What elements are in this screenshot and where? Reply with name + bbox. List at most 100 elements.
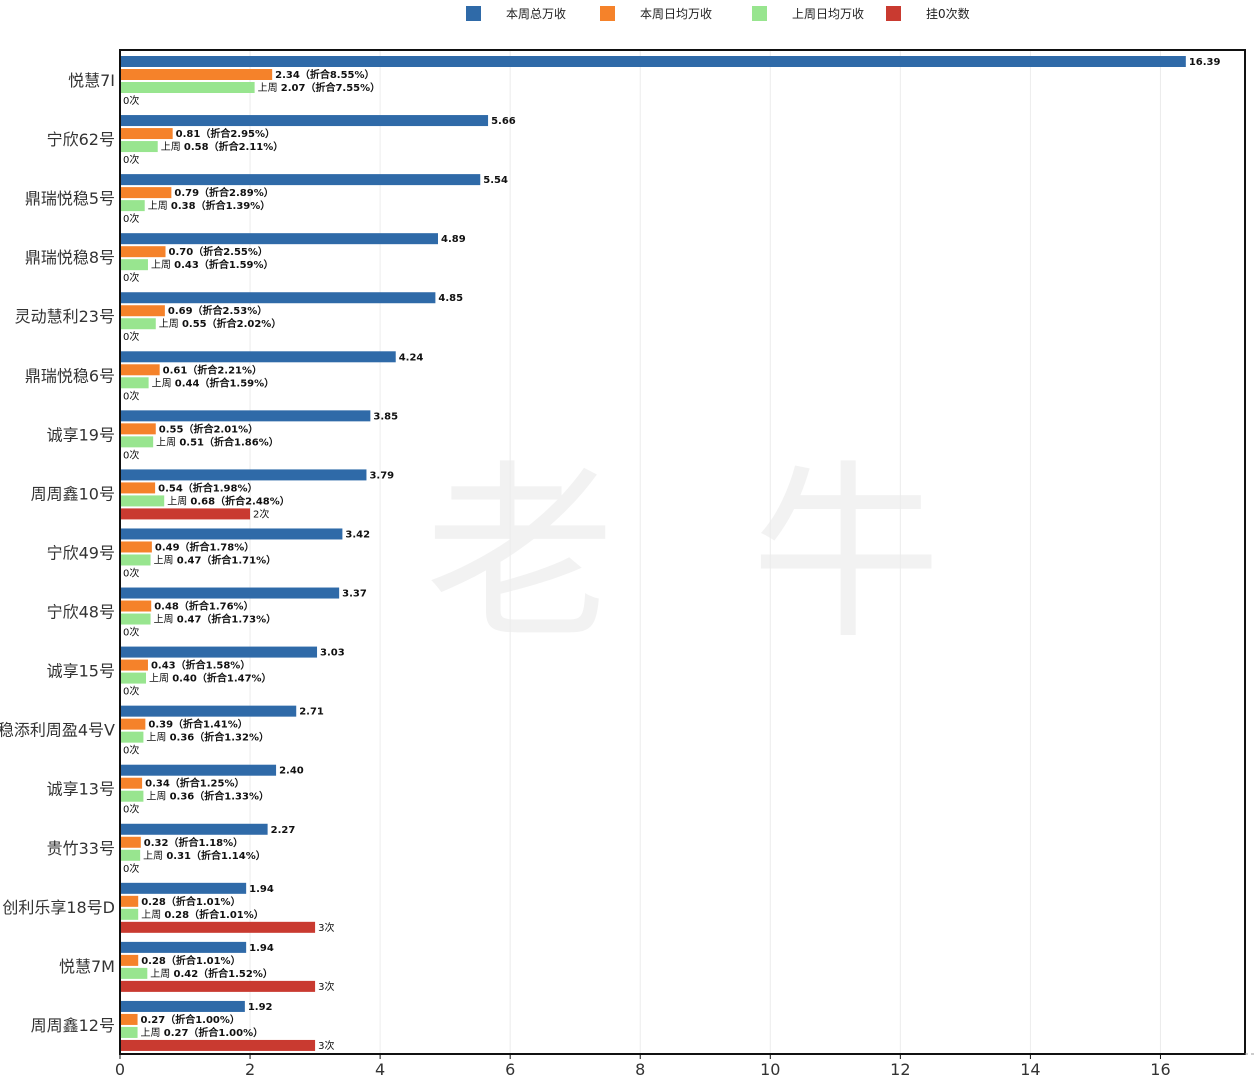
bar-zero-count [120,1039,316,1051]
label-last-week-value: 0.27（折合1.00%） [164,1026,263,1039]
label-last-week: 上周 0.42（折合1.52%） [150,967,273,980]
label-last-week-value: 0.68（折合2.48%） [190,494,289,507]
category-label: 鼎瑞悦稳8号 [25,248,115,267]
label-last-week-prefix: 上周 [156,436,179,448]
label-last-week-prefix: 上周 [161,141,184,153]
legend-item: 本周总万收 [466,6,566,21]
bar-zero-count [120,980,316,992]
label-daily: 0.48（折合1.76%） [154,600,253,613]
label-last-week-value: 0.36（折合1.33%） [170,790,269,803]
bar-last-week [120,790,144,802]
bar-daily [120,541,152,553]
legend-swatch [886,6,901,21]
label-last-week-prefix: 上周 [146,732,169,744]
label-last-week-value: 0.40（折合1.47%） [172,672,271,685]
bar-last-week [120,200,145,212]
label-last-week: 上周 0.40（折合1.47%） [149,672,272,685]
label-last-week: 上周 2.07（折合7.55%） [258,81,381,94]
label-last-week: 上周 0.31（折合1.14%） [143,849,266,862]
label-zero-count: 0次 [123,271,139,284]
legend-swatch [600,6,615,21]
legend-item: 上周日均万收 [752,6,864,21]
bar-total [120,292,436,304]
bar-total [120,528,343,540]
label-last-week-prefix: 上周 [143,850,166,862]
category-label: 悦慧7M [59,957,115,976]
label-last-week-prefix: 上周 [151,259,174,271]
bar-last-week [120,554,151,566]
label-zero-count: 0次 [123,862,139,875]
label-zero-count: 0次 [123,566,139,579]
category-label: 周周鑫10号 [31,484,115,503]
label-total: 5.66 [491,116,516,127]
label-zero-count: 0次 [123,330,139,343]
bar-group: 1.94 0.28（折合1.01%）上周 0.28（折合1.01%） 3次 创利乐享1… [2,882,334,934]
label-last-week-value: 0.55（折合2.02%） [182,317,281,330]
bar-total [120,1000,245,1012]
label-zero-count: 0次 [123,744,139,757]
bar-total [120,410,371,422]
label-total: 1.94 [249,943,274,954]
bar-last-week [120,613,151,625]
plot-frame [119,49,1246,1055]
bar-daily [120,600,152,612]
bar-group: 2.71 0.39（折合1.41%）上周 0.36（折合1.32%） 0次稳添利周盈… [0,705,324,757]
bar-last-week [120,259,148,271]
bar-total [120,882,247,894]
bar-total [120,233,438,245]
label-last-week: 上周 0.27（折合1.00%） [141,1026,264,1039]
label-last-week-prefix: 上周 [167,495,190,507]
label-last-week-prefix: 上周 [146,791,169,803]
label-last-week-value: 0.36（折合1.32%） [170,731,269,744]
label-daily: 0.55（折合2.01%） [159,422,258,435]
bar-daily [120,69,273,80]
label-zero-count: 0次 [123,685,139,698]
category-label: 周周鑫12号 [31,1016,115,1035]
label-daily: 0.39（折合1.41%） [148,718,247,731]
bar-last-week [120,495,165,507]
label-zero-count: 0次 [123,626,139,639]
label-last-week: 上周 0.36（折合1.32%） [146,731,269,744]
label-last-week-value: 0.44（折合1.59%） [175,376,274,389]
bar-daily [120,305,165,317]
legend-swatch [466,6,481,21]
label-last-week: 上周 0.38（折合1.39%） [148,199,271,212]
bars: 16.392.34（折合8.55%）上周 2.07（折合7.55%）0次悦慧7I… [0,56,1220,1052]
bar-daily [120,128,173,140]
bar-group: 1.92 0.27（折合1.00%）上周 0.27（折合1.00%） 3次 周周鑫12… [31,1000,334,1052]
label-total: 16.39 [1189,57,1221,68]
bar-total [120,823,268,835]
label-daily: 0.27（折合1.00%） [141,1013,240,1026]
bar-total [120,646,318,658]
legend-swatch [752,6,767,21]
label-last-week-prefix: 上周 [258,82,281,94]
label-zero-count: 0次 [123,389,139,402]
label-last-week-value: 0.42（折合1.52%） [173,967,272,980]
bar-total [120,351,396,363]
bar-daily [120,895,139,907]
bar-total [120,764,277,776]
bar-daily [120,423,156,435]
category-label: 鼎瑞悦稳5号 [25,189,115,208]
x-tick-label: 10 [760,1060,780,1079]
label-total: 2.27 [271,825,296,836]
label-last-week-value: 0.31（折合1.14%） [166,849,265,862]
label-total: 2.71 [299,707,324,718]
legend-label: 挂0次数 [926,6,970,21]
label-total: 3.03 [320,648,345,659]
label-total: 4.89 [441,234,466,245]
label-last-week: 上周 0.44（折合1.59%） [152,376,275,389]
label-daily: 0.81（折合2.95%） [176,127,275,140]
label-zero-count: 2次 [253,507,269,520]
label-daily: 0.70（折合2.55%） [169,245,268,258]
bar-daily [120,777,143,789]
label-daily: 0.69（折合2.53%） [168,304,267,317]
bar-total [120,705,297,717]
bar-group: 5.54 0.79（折合2.89%）上周 0.38（折合1.39%） 0次鼎瑞悦稳5… [25,174,508,225]
bar-last-week [120,377,149,389]
bar-last-week [120,731,144,743]
category-label: 灵动慧利23号 [15,307,115,326]
bar-last-week [120,141,158,153]
